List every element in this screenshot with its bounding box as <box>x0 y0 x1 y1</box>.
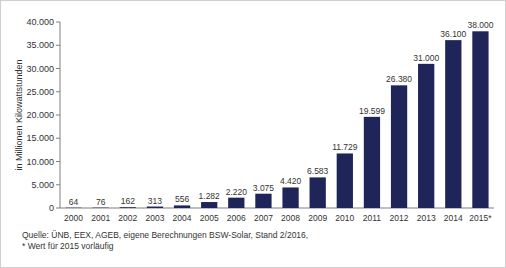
category-label: 2011 <box>363 213 382 223</box>
annotation: Quelle: ÜNB, EEX, AGEB, eigene Berechnun… <box>22 230 308 240</box>
data-label: 313 <box>148 196 162 206</box>
bar <box>201 202 217 208</box>
bars <box>65 31 488 208</box>
tick-mark <box>56 208 60 209</box>
category-label: 2004 <box>173 213 192 223</box>
annotation: * Wert für 2015 vorläufig <box>22 241 114 251</box>
category-label: 2010 <box>335 213 354 223</box>
data-label: 36.100 <box>440 29 466 39</box>
tick-label: 10.000 <box>26 157 54 167</box>
category-label: 2002 <box>118 213 137 223</box>
category-label: 2013 <box>417 213 436 223</box>
tick-mark <box>56 184 60 185</box>
bar <box>472 31 488 208</box>
bar <box>445 40 461 208</box>
tick-label: 15.000 <box>26 133 54 143</box>
category-label: 2015* <box>469 213 492 223</box>
tick-mark <box>56 138 60 139</box>
tick-label: 30.000 <box>26 64 54 74</box>
data-label: 31.000 <box>413 53 439 63</box>
data-label: 162 <box>121 196 135 206</box>
data-label: 64 <box>69 197 79 207</box>
bar <box>147 207 163 208</box>
frame <box>1 1 506 268</box>
category-label: 2007 <box>254 213 273 223</box>
bar <box>255 194 271 208</box>
bar <box>418 64 434 208</box>
category-label: 2012 <box>390 213 409 223</box>
tick-mark <box>56 68 60 69</box>
bar <box>364 117 380 208</box>
y-axis <box>60 22 61 208</box>
category-label: 2001 <box>91 213 110 223</box>
data-label: 556 <box>175 194 189 204</box>
tick-label: 25.000 <box>26 87 54 97</box>
data-label: 2.220 <box>226 187 248 197</box>
data-label: 11.729 <box>332 142 358 152</box>
bar <box>310 177 326 208</box>
bar <box>228 198 244 208</box>
category-label: 2014 <box>444 213 463 223</box>
tick-label: 35.000 <box>26 40 54 50</box>
tick-label: 20.000 <box>26 110 54 120</box>
category-label: 2005 <box>200 213 219 223</box>
category-label: 2006 <box>227 213 246 223</box>
data-label: 6.583 <box>307 166 329 176</box>
data-label: 4.420 <box>280 176 302 186</box>
category-label: 2000 <box>64 213 83 223</box>
category-label: 2003 <box>145 213 164 223</box>
tick-mark <box>56 161 60 162</box>
bar <box>120 207 136 208</box>
tick-mark <box>56 115 60 116</box>
tick-mark <box>56 22 60 23</box>
tick-label: 0 <box>49 203 54 213</box>
bar <box>282 187 298 208</box>
labels: 64 76 162 313 556 1.282 2.220 3.075 4.420 6.583 11… <box>69 20 494 206</box>
tick-label: 5.000 <box>31 180 54 190</box>
tick-mark <box>56 91 60 92</box>
data-label: 1.282 <box>199 191 221 201</box>
tick-mark <box>56 45 60 46</box>
data-label: 38.000 <box>467 20 493 30</box>
bar <box>174 205 190 208</box>
category-label: 2009 <box>308 213 327 223</box>
tick-label: 40.000 <box>26 17 54 27</box>
bar <box>391 85 407 208</box>
bar <box>93 207 109 208</box>
bar <box>337 153 353 208</box>
category-label: 2008 <box>281 213 300 223</box>
chart: 0 5.000 10.000 15.000 20.000 25.000 30.000 35.0… <box>0 0 506 268</box>
data-label: 19.599 <box>359 106 385 116</box>
bar <box>65 207 81 208</box>
data-label: 76 <box>96 197 106 207</box>
data-label: 26.380 <box>386 74 412 84</box>
y-axis-label: in Millionen Kilowattstunden <box>14 59 24 170</box>
data-label: 3.075 <box>253 183 275 193</box>
